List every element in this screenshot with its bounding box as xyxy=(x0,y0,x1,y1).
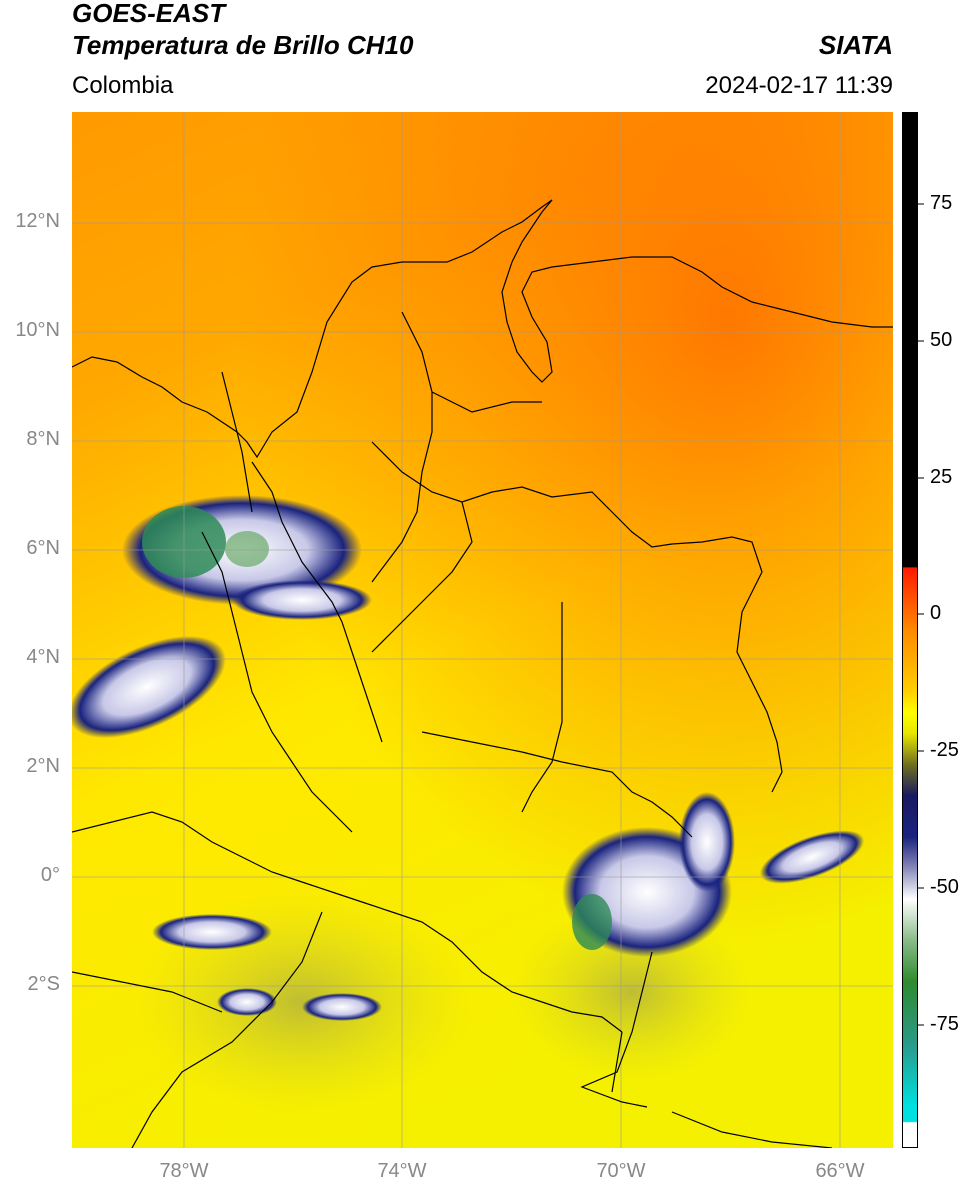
agency-label: SIATA xyxy=(818,30,893,60)
colorbar-ticks xyxy=(918,203,924,1026)
cloud-amazon-north xyxy=(679,792,735,892)
graticule xyxy=(72,112,893,1148)
lat-tick-2s: 2°S xyxy=(27,973,60,995)
cloud-east xyxy=(759,830,865,884)
cloud-core-amazon xyxy=(572,894,612,950)
colorbar-tick-minus75: -75 xyxy=(930,1013,959,1035)
lat-tick-10n: 10°N xyxy=(15,319,60,341)
map-svg xyxy=(68,112,893,1149)
lat-tick-2n: 2°N xyxy=(26,755,60,777)
lon-tick-66w: 66°W xyxy=(815,1160,865,1182)
lat-tick-8n: 8°N xyxy=(26,428,60,450)
colorbar-tick-0: 0 xyxy=(930,602,942,624)
datetime-label: 2024-02-17 11:39 xyxy=(705,72,893,99)
map-panel xyxy=(68,112,893,1149)
cloud-south-2 xyxy=(217,988,277,1016)
colorbar xyxy=(902,112,918,1148)
lat-tick-12n: 12°N xyxy=(15,210,60,232)
colorbar-tick-25: 25 xyxy=(930,466,953,488)
lon-tick-70w: 70°W xyxy=(596,1160,646,1182)
lat-tick-6n: 6°N xyxy=(26,537,60,559)
lat-tick-0: 0° xyxy=(40,864,60,886)
colorbar-tick-minus50: -50 xyxy=(930,876,959,898)
region-label: Colombia xyxy=(72,72,174,99)
cloud-south-3 xyxy=(302,993,382,1021)
satellite-title: GOES-EAST xyxy=(72,0,226,28)
cloud-core-small xyxy=(225,531,269,567)
colorbar-tick-minus25: -25 xyxy=(930,739,959,761)
cloud-band-west xyxy=(68,635,226,739)
cloud-south-1 xyxy=(152,914,272,950)
cloud-band-choco xyxy=(232,580,372,620)
colorbar-tick-50: 50 xyxy=(930,329,953,351)
lon-tick-78w: 78°W xyxy=(159,1160,209,1182)
product-title: Temperatura de Brillo CH10 xyxy=(72,30,414,60)
colorbar-tick-75: 75 xyxy=(930,192,953,214)
boundaries xyxy=(71,199,893,1149)
lat-tick-4n: 4°N xyxy=(26,646,60,668)
lon-tick-74w: 74°W xyxy=(377,1160,427,1182)
